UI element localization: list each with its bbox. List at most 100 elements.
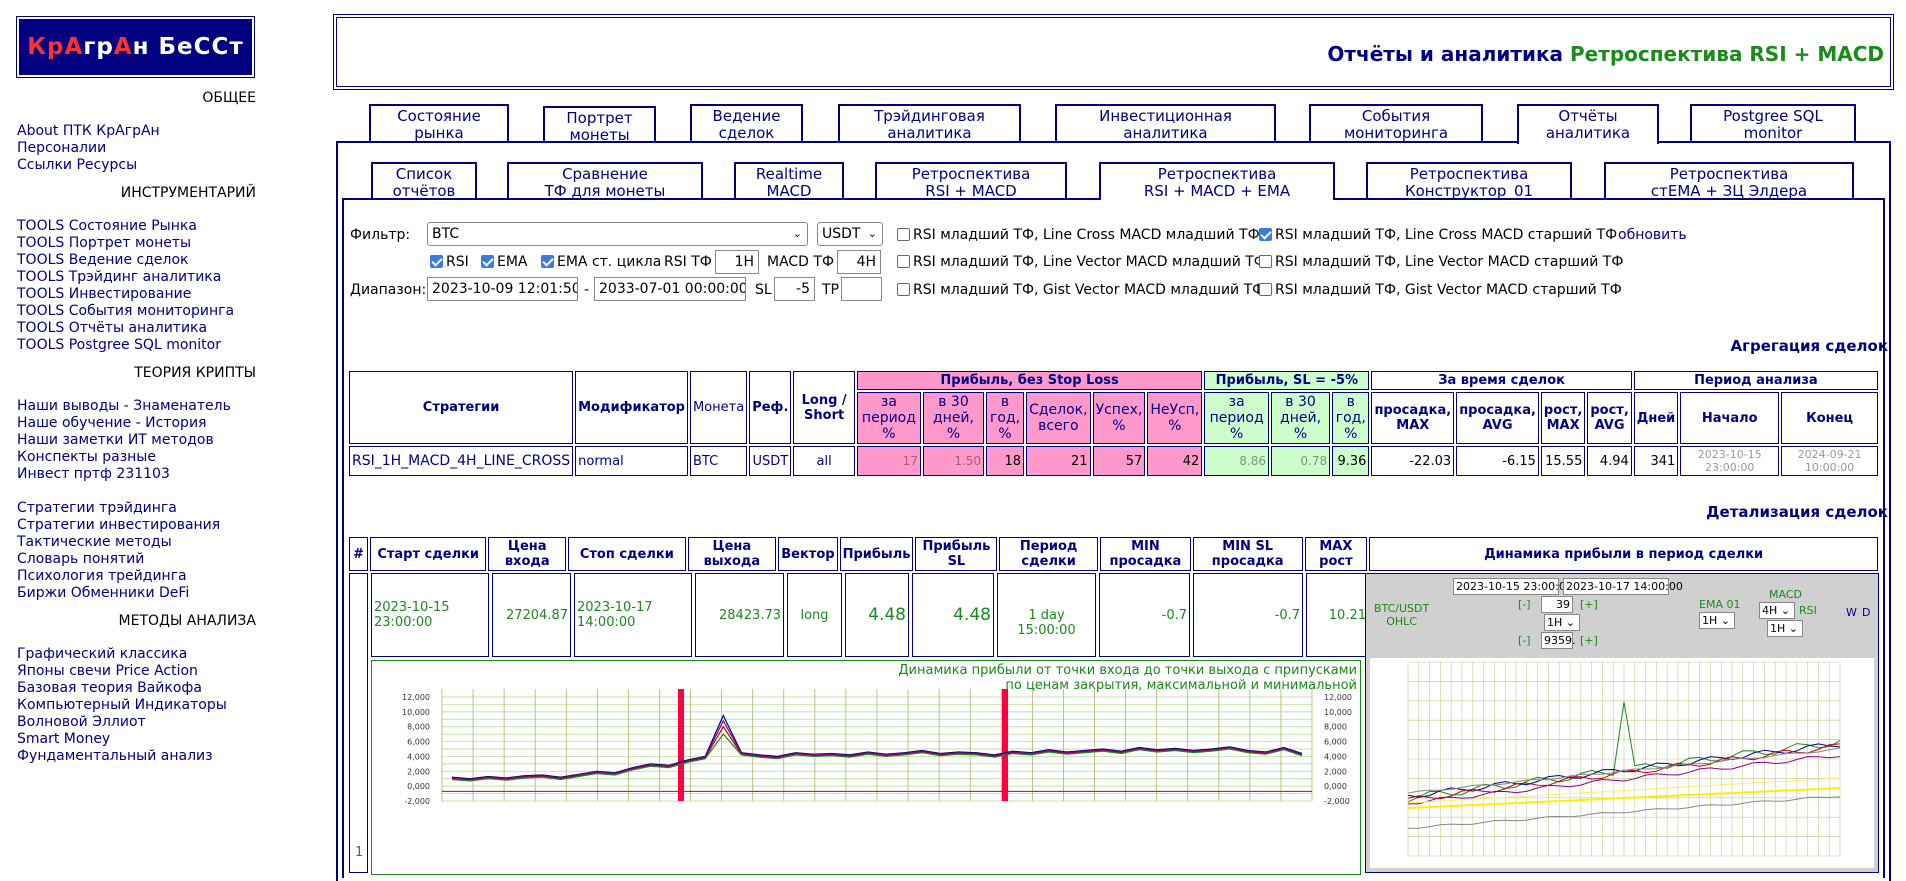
tab-5[interactable]: События мониторинга <box>1309 104 1483 142</box>
quote-select[interactable]: USDT ⌄ <box>817 222 883 246</box>
subtab-3[interactable]: Ретроспектива RSI + MACD <box>875 162 1067 200</box>
opt-lv-sr[interactable]: RSI младший ТФ, Line Vector MACD старший… <box>1259 254 1623 270</box>
dyn-tf-select[interactable]: 1H ⌄ <box>1544 614 1580 631</box>
dyn-value[interactable]: 9359. <box>1541 632 1576 649</box>
sidebar-link-tools-2[interactable]: TOOLS Ведение сделок <box>17 252 189 268</box>
ema-tf-select[interactable]: 1H ⌄ <box>1699 612 1735 629</box>
theory-links: Наши выводы - Знаменатель Наше обучение -… <box>17 398 256 483</box>
sidebar-link-methods-1[interactable]: Японы свечи Price Action <box>17 663 198 679</box>
opt-lv-jr[interactable]: RSI младший ТФ, Line Vector MACD младший… <box>897 254 1266 270</box>
rsi-checkbox[interactable]: RSI <box>430 254 469 270</box>
tp-input[interactable] <box>841 277 882 301</box>
sidebar-link-tools-7[interactable]: TOOLS Postgree SQL monitor <box>17 337 221 353</box>
cell-min: -0.7 <box>1099 573 1190 657</box>
sidebar-link-theory2-4[interactable]: Психология трейдинга <box>17 568 187 584</box>
sidebar-link-theory1-0[interactable]: Наши выводы - Знаменатель <box>17 398 231 414</box>
sidebar-link-general-0[interactable]: About ПТК КрАгрАн <box>17 123 160 139</box>
rsi-tf-select[interactable]: 1H ⌄ <box>1767 620 1803 637</box>
sidebar-link-tools-0[interactable]: TOOLS Состояние Рынка <box>17 218 197 234</box>
sidebar-link-tools-6[interactable]: TOOLS Отчёты аналитика <box>17 320 208 336</box>
y-tick: 0,000 <box>407 782 430 791</box>
dyn-plus-2[interactable]: [+] <box>1580 634 1598 647</box>
tab-7[interactable]: Postgree SQL monitor <box>1690 104 1856 142</box>
tab-4[interactable]: Инвестиционная аналитика <box>1055 104 1276 142</box>
col-nosl: Прибыль, без Stop Loss <box>856 371 1203 390</box>
sidebar-link-theory2-2[interactable]: Тактические методы <box>17 534 172 550</box>
chart-caption-1: Динамика прибыли от точки входа до точки… <box>898 663 1357 678</box>
sidebar-link-tools-3[interactable]: TOOLS Трэйдинг аналитика <box>17 269 222 285</box>
sidebar-link-tools-4[interactable]: TOOLS Инвестирование <box>17 286 192 302</box>
col-start: Начало <box>1680 392 1780 444</box>
sidebar-link-theory2-3[interactable]: Словарь понятий <box>17 551 145 567</box>
dyn-date-from[interactable]: 2023-10-15 23:00:00 <box>1453 578 1573 595</box>
agg-title: Агрегация сделок <box>1730 337 1888 355</box>
date-from-input[interactable]: 2023-10-09 12:01:50 <box>427 277 578 301</box>
cell-strat: RSI_1H_MACD_4H_LINE_CROSS <box>349 446 574 476</box>
subtab-1[interactable]: Сравнение ТФ для монеты <box>507 162 703 200</box>
dyn-plus[interactable]: [+] <box>1580 598 1598 611</box>
opt-lc-jr[interactable]: RSI младший ТФ, Line Cross MACD младший … <box>897 227 1260 243</box>
sidebar-link-general-2[interactable]: Ссылки Ресурсы <box>17 157 138 173</box>
date-to-input[interactable]: 2033-07-01 00:00:00 <box>594 277 746 301</box>
section-general-title: ОБЩЕЕ <box>202 90 256 106</box>
tab-label-2: мониторинга <box>1343 124 1449 142</box>
subtab-label-2: Конструктор_01 <box>1404 182 1534 200</box>
tab-0[interactable]: Состояние рынка <box>369 104 509 142</box>
dyn-minus[interactable]: [-] <box>1518 598 1531 611</box>
opt-gv-sr[interactable]: RSI младший ТФ, Gist Vector MACD старший… <box>1259 282 1622 298</box>
sidebar-link-theory1-3[interactable]: Конспекты разные <box>17 449 156 465</box>
subtab-0[interactable]: Список отчётов <box>371 162 477 200</box>
dyn-minus-2[interactable]: [-] <box>1518 634 1531 647</box>
cell-dd-avg: -6.15 <box>1456 446 1539 476</box>
macd-tf-input[interactable]: 4H <box>837 250 881 274</box>
logo[interactable]: КрАгрАн БеССт <box>16 16 255 78</box>
col-min: MIN просадка <box>1099 537 1191 571</box>
subtab-4[interactable]: Ретроспектива RSI + MACD + EMA <box>1099 162 1335 200</box>
sidebar-link-theory1-1[interactable]: Наше обучение - История <box>17 415 207 431</box>
coin-select[interactable]: BTC ⌄ <box>427 222 808 246</box>
ema-checkbox[interactable]: EMA <box>481 254 528 270</box>
sidebar-link-theory2-0[interactable]: Стратегии трэйдинга <box>17 500 177 516</box>
tab-2[interactable]: Ведение сделок <box>690 104 803 142</box>
d-link[interactable]: D <box>1862 606 1871 619</box>
table-row[interactable]: RSI_1H_MACD_4H_LINE_CROSS normal BTC USD… <box>349 446 1878 476</box>
opt-lc-sr[interactable]: RSI младший ТФ, Line Cross MACD старший … <box>1259 227 1617 243</box>
sidebar-link-methods-2[interactable]: Базовая теория Вайкофа <box>17 680 202 696</box>
subtab-label-1: Ретроспектива <box>1669 165 1789 183</box>
tab-6[interactable]: Отчёты аналитика <box>1517 104 1659 144</box>
sidebar-link-theory2-5[interactable]: Биржи Обменники DeFi <box>17 585 190 601</box>
cell-max: 10.21 <box>1306 573 1369 657</box>
opt-gv-jr[interactable]: RSI младший ТФ, Gist Vector MACD младший… <box>897 282 1264 298</box>
profit-chart[interactable]: Динамика прибыли от точки входа до точки… <box>371 660 1361 875</box>
subtab-2[interactable]: Realtime MACD <box>734 162 844 200</box>
tab-3[interactable]: Трэйдинговая аналитика <box>838 104 1021 142</box>
ema-cycle-checkbox[interactable]: EMA ст. цикла <box>541 254 661 270</box>
sidebar-link-theory1-2[interactable]: Наши заметки ИТ методов <box>17 432 214 448</box>
sidebar-link-methods-4[interactable]: Волновой Эллиот <box>17 714 146 730</box>
sidebar-link-theory2-1[interactable]: Стратегии инвестирования <box>17 517 221 533</box>
subtab-6[interactable]: Ретроспектива стEMA + ЗЦ Элдера <box>1604 162 1854 200</box>
sidebar-link-general-1[interactable]: Персоналии <box>17 140 107 156</box>
tab-label-1: Ведение <box>712 107 781 125</box>
sidebar-link-methods-0[interactable]: Графический классика <box>17 646 188 662</box>
macd-tf-select[interactable]: 4H ⌄ <box>1759 602 1795 619</box>
cell-end: 2024-09-21 10:00:00 <box>1781 446 1878 476</box>
w-link[interactable]: W <box>1846 606 1857 619</box>
subtab-5[interactable]: Ретроспектива Конструктор_01 <box>1366 162 1572 200</box>
sidebar-link-methods-6[interactable]: Фундаментальный анализ <box>17 748 213 764</box>
dyn-count[interactable]: 39 <box>1541 596 1573 613</box>
sidebar-link-methods-3[interactable]: Компьютерный Индикаторы <box>17 697 227 713</box>
refresh-link[interactable]: обновить <box>1618 227 1687 243</box>
cell-in: 27204.87 <box>492 573 571 657</box>
sidebar-link-methods-5[interactable]: Smart Money <box>17 731 111 747</box>
sl-input[interactable]: -5 <box>774 277 815 301</box>
rsi-tf-input[interactable]: 1H <box>715 250 759 274</box>
col-vec: Вектор <box>778 537 838 571</box>
sidebar-link-theory1-4[interactable]: Инвест пртф 231103 <box>17 466 170 482</box>
tab-1[interactable]: Портрет монеты <box>543 106 656 144</box>
sidebar-link-tools-1[interactable]: TOOLS Портрет монеты <box>17 235 192 251</box>
sidebar-link-tools-5[interactable]: TOOLS События мониторинга <box>17 303 235 319</box>
dyn-date-to[interactable]: 2023-10-17 14:00:00 <box>1563 578 1683 595</box>
subtab-label-1: Ретроспектива <box>1157 165 1277 183</box>
sl-label: SL <box>755 282 772 298</box>
